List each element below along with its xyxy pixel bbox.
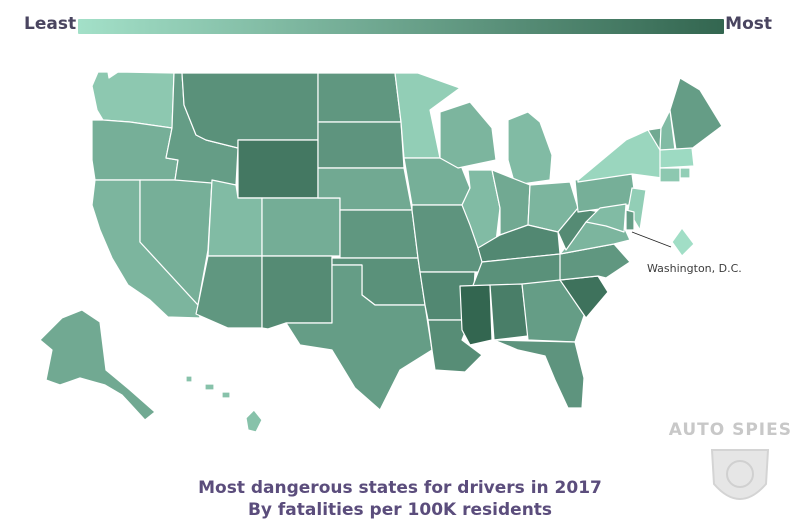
watermark-text: AUTO SPIES — [668, 420, 792, 440]
legend-least-label: Least — [24, 14, 77, 34]
caption-title: Most dangerous states for drivers in 201… — [198, 478, 602, 498]
us-choropleth-map: Washington, D.C. — [39, 71, 742, 433]
state-tx — [285, 264, 433, 411]
state-wi — [439, 101, 497, 169]
state-nj — [627, 187, 647, 231]
state-me — [669, 77, 723, 151]
state-az — [195, 255, 263, 329]
caption-subtitle: By fatalities per 100K residents — [247, 500, 553, 520]
state-mn — [394, 72, 461, 159]
state-nm — [261, 255, 333, 330]
state-or — [91, 119, 179, 181]
state-fl — [493, 339, 585, 409]
state-md — [585, 203, 627, 233]
state-mi — [507, 111, 553, 186]
state-nd — [317, 72, 402, 123]
state-ak — [39, 309, 156, 421]
state-wy — [237, 139, 319, 199]
state-ks — [339, 209, 419, 259]
state-de — [625, 209, 635, 231]
state-hi — [185, 375, 263, 433]
state-mt — [181, 72, 319, 149]
watermark-shield-logo — [710, 449, 770, 500]
state-sd — [317, 121, 405, 169]
state-ms — [459, 284, 493, 346]
state-dc — [671, 227, 695, 257]
legend-most-label: Most — [725, 14, 772, 34]
dc-label: Washington, D.C. — [647, 262, 742, 275]
legend-gradient-bar — [78, 19, 724, 34]
state-ri — [679, 167, 691, 179]
state-ny — [577, 129, 663, 183]
state-ct — [659, 167, 681, 183]
state-co — [261, 197, 341, 257]
state-ma — [659, 147, 695, 169]
dc-leader-line — [631, 231, 672, 248]
